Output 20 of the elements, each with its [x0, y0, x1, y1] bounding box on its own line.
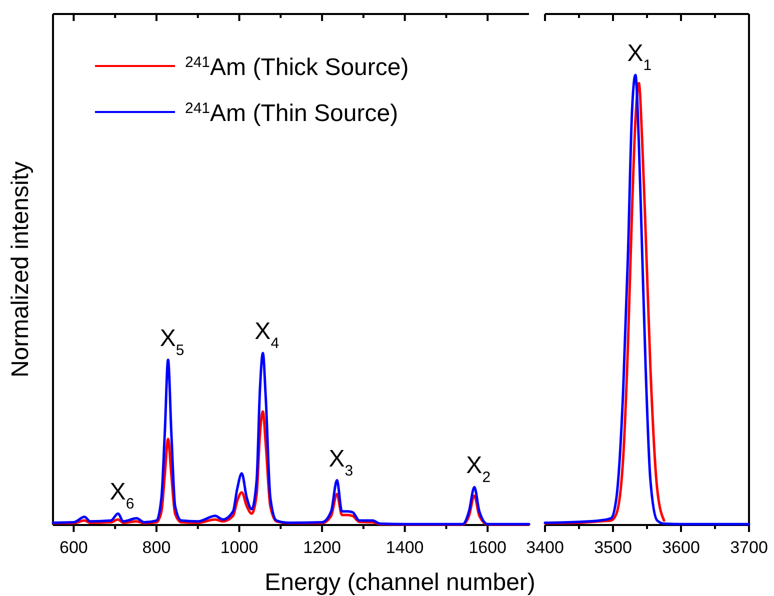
- x-tick-label: 1600: [468, 538, 507, 557]
- x-tick-label: 3500: [594, 538, 632, 557]
- annotation: X$_{4}$: [254, 318, 280, 352]
- annotation: X$_{3}$: [328, 445, 354, 479]
- legend-label: $^{241}$Am (Thick Source): [185, 54, 409, 81]
- x-tick-label: 1000: [220, 538, 258, 557]
- x-tick-label: 1200: [303, 538, 341, 557]
- x-tick-label: 3400: [526, 538, 564, 557]
- x-axis-title: Energy (channel number): [264, 569, 536, 596]
- x-tick-label: 3700: [730, 538, 768, 557]
- annotation: X$_{6}$: [110, 478, 134, 512]
- annotation: X$_{1}$: [627, 40, 652, 74]
- x-tick-label: 600: [60, 538, 88, 557]
- x-tick-label: 800: [142, 538, 171, 557]
- x-tick-label: 1400: [386, 538, 424, 557]
- x-tick-label: 3600: [662, 538, 700, 557]
- annotation: X$_{2}$: [466, 452, 491, 486]
- annotation: X$_{5}$: [160, 324, 184, 358]
- legend-label: $^{241}$Am (Thin Source): [185, 100, 398, 127]
- y-axis-title: Normalized intensity: [7, 161, 34, 378]
